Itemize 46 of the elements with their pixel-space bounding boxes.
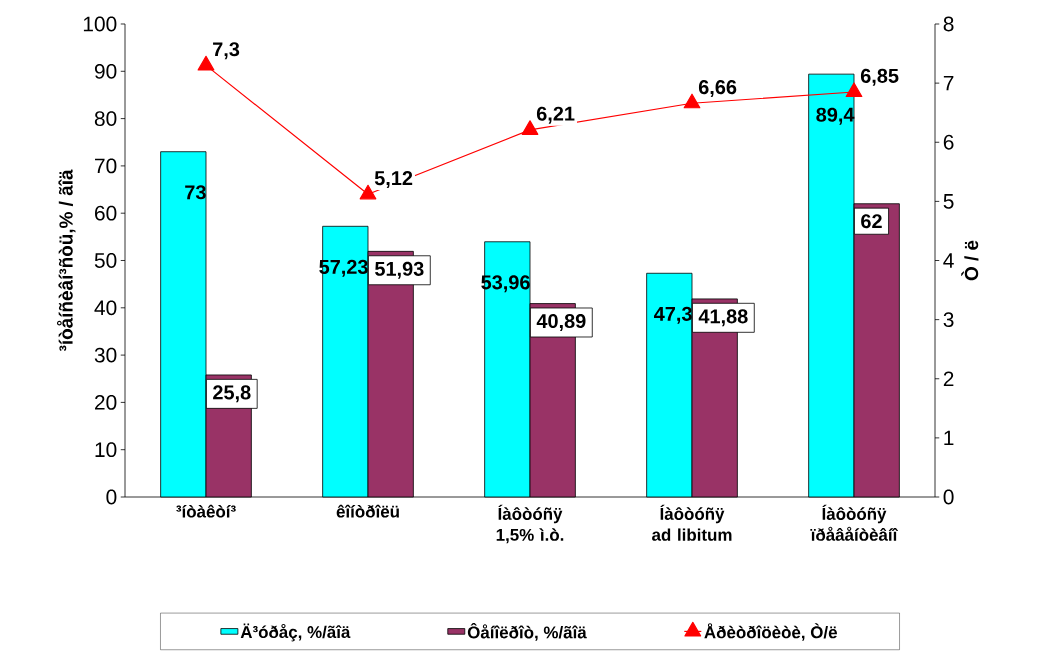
data-label: 62 — [861, 214, 882, 229]
x-tick-label: Íàôòóñÿ ad libitum — [652, 504, 732, 541]
y2-axis-title: Ò / ë — [961, 240, 979, 281]
y2-tick-label: 1 — [944, 430, 954, 446]
point — [359, 184, 377, 200]
data-label: 25,8 — [213, 385, 251, 403]
data-label: 41,88 — [698, 309, 748, 327]
y2-tick-label: 6 — [943, 134, 954, 150]
y2-tick-label: 4 — [943, 253, 954, 268]
y-tick-label: 100 — [83, 16, 117, 32]
y-tick-label: 20 — [95, 394, 117, 410]
point — [521, 120, 539, 135]
y2-tick-label: 8 — [943, 16, 954, 32]
y2-tick-label: 5 — [943, 194, 954, 209]
x-tick-label: ³íòàêòí³ — [176, 504, 236, 518]
y-tick-label: 0 — [106, 489, 117, 505]
y-tick-label: 60 — [95, 205, 117, 221]
legend-label: Ôåíîëðîò, %/ãîä — [467, 623, 587, 641]
y-tick-label: 50 — [94, 253, 117, 268]
data-label: 5,12 — [374, 171, 413, 189]
data-label: 73 — [185, 185, 206, 200]
point — [683, 93, 701, 109]
x-tick-label: êîíòðîëü — [336, 504, 399, 518]
data-label: 6,85 — [860, 68, 899, 86]
y2-tick-label: 7 — [943, 75, 954, 91]
data-label: 40,89 — [536, 313, 586, 331]
x-tick-label: Íàôòóñÿ 1,5% ì.ò. — [496, 504, 564, 544]
x-tick-label: Íàôòóñÿ ïðåâåíòèâíî — [810, 504, 899, 541]
y-tick-label: 80 — [94, 111, 117, 126]
data-label: 7,3 — [213, 42, 240, 60]
data-label: 6,21 — [536, 106, 575, 124]
y2-tick-label: 0 — [943, 489, 954, 505]
point — [197, 55, 215, 71]
data-label: 51,93 — [375, 261, 424, 279]
y-axis-title: ³íòåíñèâí³ñòü,% / ãîä — [56, 169, 76, 352]
y-tick-label: 90 — [94, 63, 117, 79]
data-label: 6,66 — [698, 80, 737, 98]
y-tick-label: 40 — [94, 300, 117, 316]
y2-tick-label: 3 — [943, 312, 954, 328]
point — [845, 82, 863, 98]
legend-label: Ä³óðåç, %/ãîä — [240, 623, 351, 642]
legend-label: Åðèòðîöèòè, Ò/ë — [704, 623, 837, 641]
y-tick-label: 10 — [95, 442, 117, 458]
y-tick-label: 70 — [95, 158, 117, 174]
y2-tick-label: 2 — [943, 371, 954, 387]
y-tick-label: 30 — [94, 347, 117, 363]
